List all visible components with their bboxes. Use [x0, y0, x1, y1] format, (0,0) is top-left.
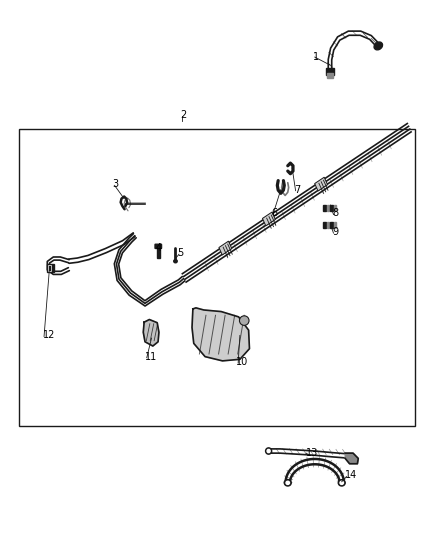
Ellipse shape: [286, 481, 290, 484]
Text: 8: 8: [332, 208, 338, 219]
Bar: [314, 177, 328, 191]
Text: 13: 13: [306, 448, 318, 458]
Bar: [219, 241, 232, 255]
Bar: [323, 205, 325, 212]
Ellipse shape: [265, 448, 272, 454]
Polygon shape: [345, 453, 358, 464]
Polygon shape: [143, 319, 159, 346]
Text: 2: 2: [180, 110, 186, 120]
Bar: [334, 205, 336, 212]
Bar: [47, 264, 54, 272]
FancyBboxPatch shape: [155, 244, 162, 248]
Text: 7: 7: [294, 184, 300, 195]
Ellipse shape: [284, 480, 291, 486]
Text: 5: 5: [178, 248, 184, 259]
Text: 1: 1: [313, 52, 319, 62]
Ellipse shape: [374, 42, 382, 50]
Bar: [327, 222, 329, 228]
Bar: [327, 205, 329, 212]
Bar: [19, 128, 415, 425]
Text: 4: 4: [156, 243, 162, 253]
Bar: [327, 74, 333, 78]
Ellipse shape: [338, 480, 345, 486]
Bar: [334, 222, 336, 228]
Ellipse shape: [240, 316, 249, 325]
Text: 10: 10: [237, 357, 249, 367]
Bar: [330, 205, 332, 212]
Text: 12: 12: [43, 330, 55, 341]
Bar: [47, 265, 51, 271]
Bar: [323, 222, 325, 228]
Ellipse shape: [340, 481, 343, 484]
Text: 14: 14: [345, 471, 357, 480]
Bar: [157, 247, 160, 258]
Ellipse shape: [174, 260, 177, 263]
Polygon shape: [192, 308, 250, 361]
Text: 3: 3: [113, 179, 119, 189]
Text: 9: 9: [332, 227, 338, 237]
Ellipse shape: [267, 449, 270, 453]
Text: 11: 11: [145, 352, 157, 361]
Text: 6: 6: [271, 208, 277, 219]
Bar: [330, 222, 332, 228]
Bar: [326, 68, 334, 75]
Bar: [262, 212, 276, 226]
